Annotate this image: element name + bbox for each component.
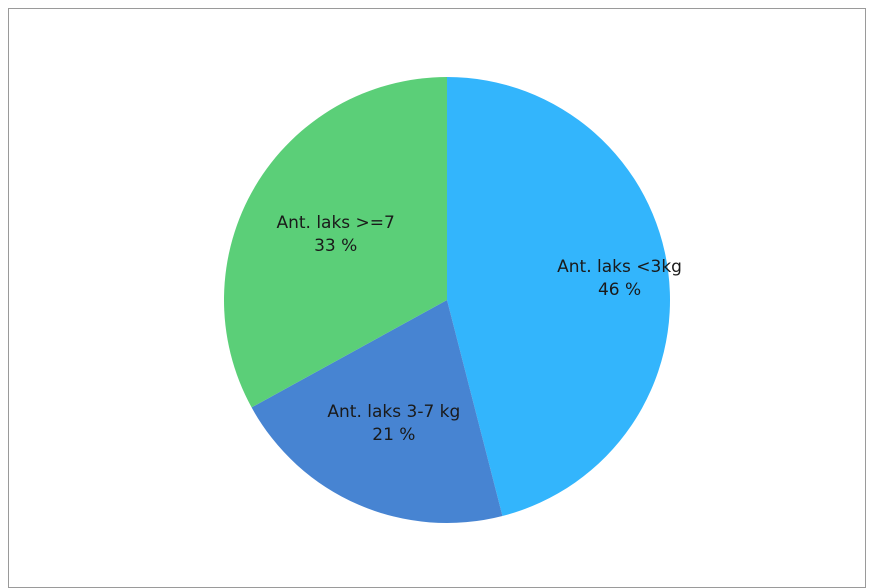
pie-slice-1 bbox=[251, 300, 503, 523]
slice-percent-0: 46 % bbox=[598, 280, 641, 300]
pie-slice-2 bbox=[223, 76, 447, 408]
slice-percent-1: 21 % bbox=[372, 425, 415, 445]
pie-slice-0 bbox=[447, 77, 671, 516]
slice-label-2: Ant. laks >=7 bbox=[276, 213, 394, 233]
slice-label-1: Ant. laks 3-7 kg bbox=[327, 402, 460, 422]
slice-percent-2: 33 % bbox=[314, 236, 357, 256]
slice-label-0: Ant. laks <3kg bbox=[557, 257, 682, 277]
